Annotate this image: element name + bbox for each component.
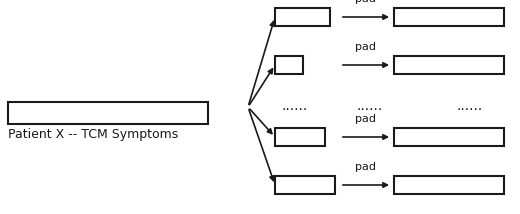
Text: ......: ...... — [282, 99, 308, 113]
Bar — [275, 8, 330, 26]
Bar — [275, 128, 325, 146]
Text: ......: ...... — [457, 99, 483, 113]
Bar — [275, 176, 335, 194]
Text: ......: ...... — [357, 99, 383, 113]
Text: pad: pad — [356, 42, 376, 52]
Text: pad: pad — [356, 114, 376, 124]
Bar — [394, 56, 504, 74]
Text: Patient X -- TCM Symptoms: Patient X -- TCM Symptoms — [8, 128, 178, 141]
Bar — [8, 102, 208, 124]
Text: pad: pad — [356, 162, 376, 172]
Bar — [275, 56, 303, 74]
Bar — [394, 176, 504, 194]
Bar — [394, 128, 504, 146]
Bar — [394, 8, 504, 26]
Text: pad: pad — [356, 0, 376, 4]
